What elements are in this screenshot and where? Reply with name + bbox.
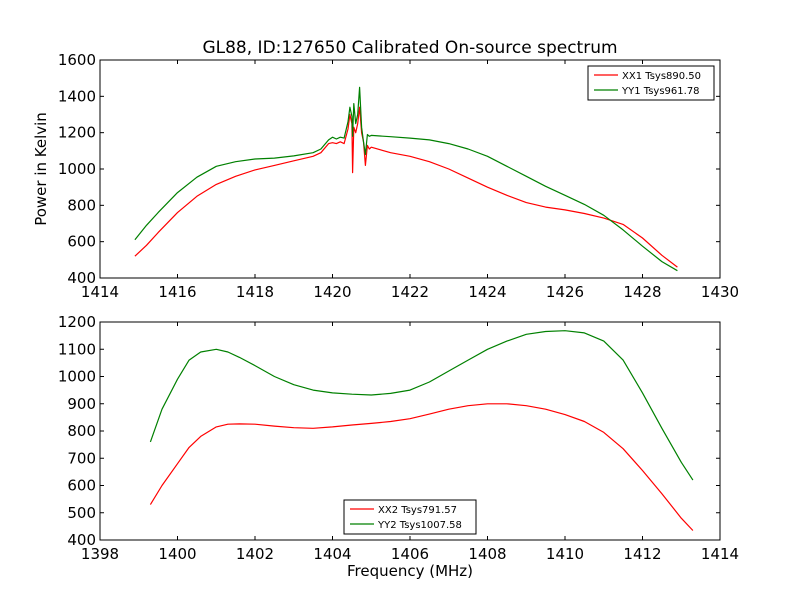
legend-box-2 xyxy=(343,499,477,535)
y-tick-label: 400 xyxy=(67,269,96,287)
plot-2: 1398 1400 1402 1404 1406 1408 1410 1412 1414 400 5… xyxy=(58,313,739,580)
series-line-1-1 xyxy=(134,106,678,268)
series-line-2-1 xyxy=(149,403,694,531)
x-tick-label: 1420 xyxy=(313,283,351,301)
y-tick-label: 1400 xyxy=(58,87,96,105)
y-tick-label: 700 xyxy=(67,449,96,467)
x-tick-label: 1400 xyxy=(158,545,196,563)
y-tick-label: 1600 xyxy=(58,51,96,69)
y-tick-label: 1100 xyxy=(58,340,96,358)
legend-label: XX2 Tsys791.57 xyxy=(378,505,457,516)
y-tick-label: 400 xyxy=(67,531,96,549)
legend-label: XX1 Tsys890.50 xyxy=(622,71,701,82)
x-tick-label: 1398 xyxy=(81,545,119,563)
legend-label: YY2 Tsys1007.58 xyxy=(377,520,462,531)
x-tick-label: 1412 xyxy=(623,545,661,563)
x-tick-label: 1414 xyxy=(81,283,119,301)
x-tick-label: 1426 xyxy=(546,283,584,301)
y-tick-label: 800 xyxy=(67,422,96,440)
legend-box-1 xyxy=(587,65,715,101)
x-tick-label: 1414 xyxy=(701,545,739,563)
y-tick-label: 1200 xyxy=(58,124,96,142)
y-tick-label: 1200 xyxy=(58,313,96,331)
y-tick-label: 600 xyxy=(67,233,96,251)
x-tick-label: 1406 xyxy=(391,545,429,563)
y-tick-label: 800 xyxy=(67,196,96,214)
y-tick-label: 500 xyxy=(67,504,96,522)
x-tick-label: 1402 xyxy=(236,545,274,563)
y-axis-label: Power in Kelvin xyxy=(32,112,50,226)
x-tick-label: 1404 xyxy=(313,545,351,563)
x-tick-label: 1418 xyxy=(236,283,274,301)
series-line-2-2 xyxy=(149,330,694,481)
y-tick-label: 900 xyxy=(67,395,96,413)
legend-label: YY1 Tsys961.78 xyxy=(621,86,700,97)
x-tick-label: 1416 xyxy=(158,283,196,301)
series-line-1-2 xyxy=(134,86,678,272)
figure-title: GL88, ID:127650 Calibrated On-source spe… xyxy=(202,38,617,58)
x-axis-label: Frequency (MHz) xyxy=(347,562,473,580)
x-tick-label: 1430 xyxy=(701,283,739,301)
x-tick-label: 1422 xyxy=(391,283,429,301)
y-tick-label: 600 xyxy=(67,477,96,495)
plot-1: 1414 1416 1418 1420 1422 1424 1426 1428 1430 400 6… xyxy=(32,51,739,301)
y-tick-label: 1000 xyxy=(58,160,96,178)
x-tick-label: 1428 xyxy=(623,283,661,301)
x-tick-label: 1410 xyxy=(546,545,584,563)
y-tick-label: 1000 xyxy=(58,368,96,386)
x-tick-label: 1408 xyxy=(468,545,506,563)
x-tick-label: 1424 xyxy=(468,283,506,301)
